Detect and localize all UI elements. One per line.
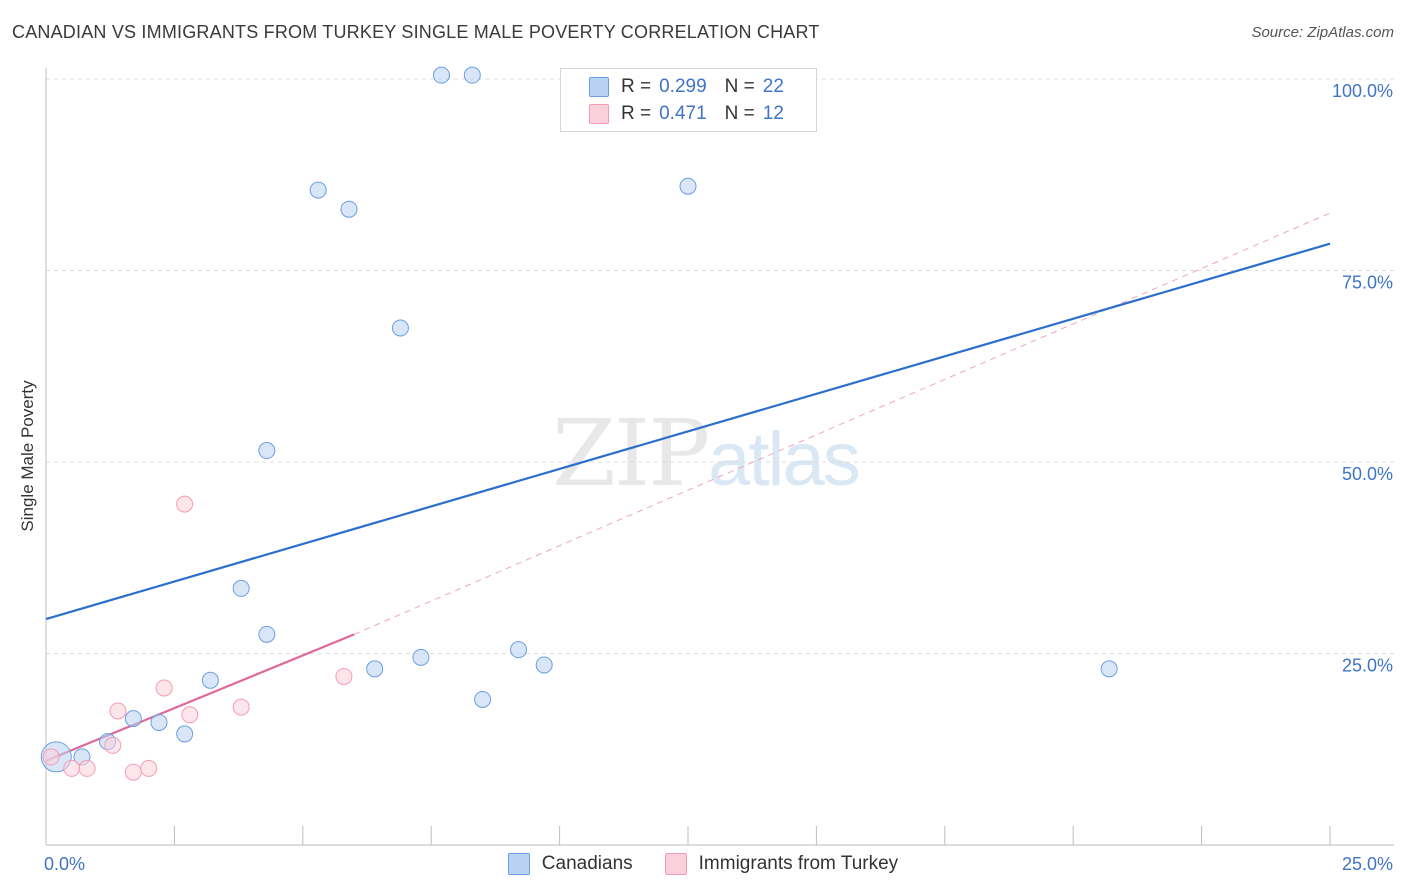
turkey-point: [78, 759, 96, 777]
tick-labels: 25.0% 50.0% 75.0% 100.0% 0.0% 25.0%: [44, 81, 1393, 874]
r-label: R =: [621, 76, 652, 97]
data-points: [40, 66, 1118, 781]
turkey-trend-line: [45, 633, 355, 762]
turkey-point: [176, 495, 194, 513]
canadians-point: [201, 671, 219, 689]
n-label: N =: [724, 76, 755, 97]
canadians-point: [232, 579, 250, 597]
y-tick-label: 100.0%: [1332, 81, 1393, 101]
turkey-point: [42, 748, 60, 766]
canadians-point: [366, 660, 384, 678]
canadians-point: [150, 713, 168, 731]
turkey-point: [181, 706, 199, 724]
canadians-point: [679, 177, 697, 195]
axes: [45, 68, 1394, 846]
canadians-point: [391, 319, 409, 337]
turkey-point: [335, 667, 353, 685]
turkey-point: [232, 698, 250, 716]
trend-lines: [45, 212, 1331, 762]
canadians-point: [510, 641, 528, 659]
legend-item-turkey: Immigrants from Turkey: [664, 853, 899, 875]
turkey-swatch: [589, 104, 609, 124]
n-label: N =: [724, 103, 755, 124]
y-tick-label: 25.0%: [1342, 656, 1393, 676]
canadians-trend-line: [45, 242, 1331, 621]
canadians-point: [463, 66, 481, 84]
source-label: Source: ZipAtlas.com: [1251, 24, 1394, 41]
canadians-point: [1100, 660, 1118, 678]
n-value: 22: [762, 76, 784, 97]
legend-label-turkey: Immigrants from Turkey: [698, 853, 899, 874]
r-value: 0.299: [659, 76, 707, 97]
r-value: 0.471: [659, 103, 707, 124]
turkey-point: [140, 759, 158, 777]
canadians-point: [258, 442, 276, 460]
legend-item-canadians: Canadians: [507, 853, 633, 875]
chart-title: CANADIAN VS IMMIGRANTS FROM TURKEY SINGL…: [12, 22, 820, 42]
correlation-legend: R = 0.299 N = 22 R = 0.471 N = 12: [560, 68, 817, 132]
y-tick-label: 75.0%: [1342, 273, 1393, 293]
canadians-point: [412, 648, 430, 666]
canadians-point: [124, 710, 142, 728]
turkey-point: [109, 702, 127, 720]
series-legend: Canadians Immigrants from Turkey: [0, 852, 1406, 876]
y-tick-label: 50.0%: [1342, 464, 1393, 484]
canadians-point: [432, 66, 450, 84]
legend-row-canadians: R = 0.299 N = 22: [561, 74, 784, 100]
turkey-point: [63, 759, 81, 777]
x-tick-label: 25.0%: [1342, 854, 1393, 874]
turkey-point: [124, 763, 142, 781]
canadians-swatch: [589, 77, 609, 97]
canadians-swatch: [507, 853, 530, 875]
n-value: 12: [762, 103, 784, 124]
x-tick-label: 0.0%: [44, 854, 85, 874]
canadians-point: [258, 625, 276, 643]
legend-label-canadians: Canadians: [541, 853, 633, 874]
turkey-swatch: [664, 853, 687, 875]
canadians-point: [176, 725, 194, 743]
watermark-zip: ZIP: [552, 400, 710, 507]
watermark: ZIPatlas: [552, 400, 861, 507]
canadians-point: [309, 181, 327, 199]
canadians-point: [340, 200, 358, 218]
watermark-atlas: atlas: [708, 417, 861, 502]
gridlines: [46, 78, 1394, 654]
turkey-point: [155, 679, 173, 697]
r-label: R =: [621, 103, 652, 124]
turkey-trend-extension: [353, 212, 1331, 635]
legend-row-turkey: R = 0.471 N = 12: [561, 101, 784, 127]
canadians-point: [474, 690, 492, 708]
turkey-point: [104, 736, 122, 754]
canadians-point: [535, 656, 553, 674]
